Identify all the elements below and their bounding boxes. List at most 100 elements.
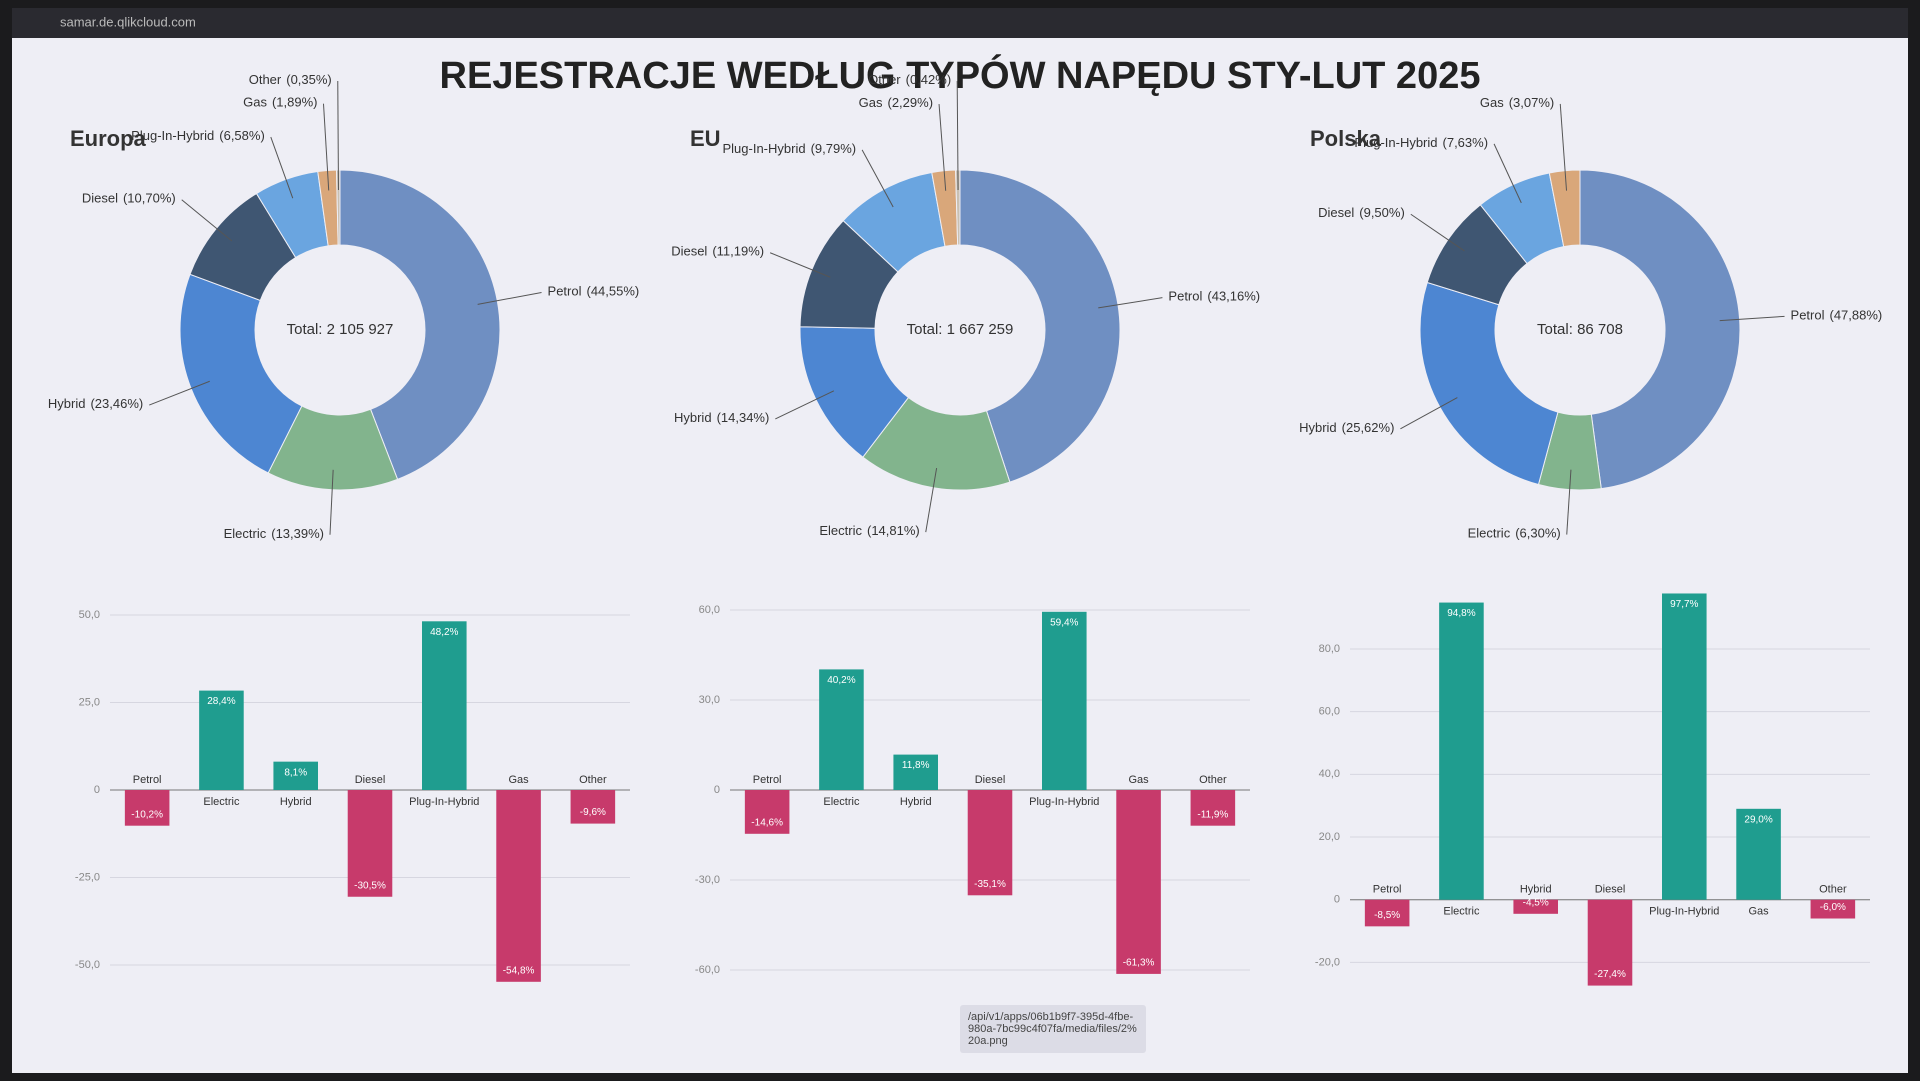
pie-slice [335,169,341,246]
value-label: -9,6% [580,807,606,818]
leader-line [938,104,947,191]
bar [347,790,393,897]
bar [1190,790,1236,826]
pie-slice [1419,281,1559,486]
x-tick-label: Petrol [133,774,162,786]
slice-category: Other [868,72,901,87]
slice-label: Electric (6,30%) [1468,526,1561,541]
slice-label: Gas (1,89%) [243,95,317,110]
value-label: 28,4% [207,696,235,707]
y-tick-label: 60,0 [1319,706,1340,718]
x-tick-label: Other [1199,774,1227,786]
x-tick-label: Gas [508,774,529,786]
bar [570,790,616,824]
bar [199,690,244,790]
y-tick-label: 40,0 [1319,768,1340,780]
y-tick-label: 30,0 [699,694,720,706]
x-tick-label: Electric [823,796,860,808]
tooltip: /api/v1/apps/06b1b9f7-395d-4fbe-980a-7bc… [960,1005,1146,1053]
value-label: -11,9% [1197,809,1228,820]
slice-category: Petrol [1168,289,1202,304]
y-tick-label: -60,0 [695,964,720,976]
y-tick-label: 0 [1334,894,1340,906]
leader-line [270,136,294,199]
value-label: 29,0% [1744,814,1772,825]
slice-value: (25,62%) [1342,420,1395,435]
slice-category: Plug-In-Hybrid [722,141,805,156]
pie-slice [339,169,501,480]
slice-category: Diesel [671,244,707,259]
value-label: -8,5% [1374,910,1400,921]
slice-value: (2,29%) [888,96,934,111]
x-tick-label: Petrol [753,774,782,786]
slice-label: Diesel (9,50%) [1318,206,1405,221]
pie-title: Polska [1310,126,1382,151]
slice-category: Gas [859,96,883,111]
bar [1042,611,1087,790]
pie-title: Europa [70,126,147,151]
value-label: -14,6% [751,817,783,828]
slice-label: Other (0,35%) [249,72,332,87]
leader-line [1559,103,1568,191]
y-tick-label: 0 [94,784,100,796]
y-tick-label: 50,0 [79,609,100,621]
leader-line [477,292,542,305]
slice-label: Electric (14,81%) [819,524,919,539]
slice-value: (10,70%) [123,191,176,206]
slice-category: Hybrid [1299,420,1337,435]
slice-label: Hybrid (14,34%) [674,410,769,425]
slice-value: (43,16%) [1207,289,1260,304]
bar [124,790,170,826]
x-tick-label: Hybrid [900,796,932,808]
y-tick-label: -25,0 [75,871,100,883]
leader-line [1493,143,1522,204]
x-tick-label: Plug-In-Hybrid [409,796,479,808]
value-label: 94,8% [1447,608,1475,619]
value-label: -61,3% [1123,958,1155,969]
x-tick-label: Gas [1128,774,1149,786]
pie-slice [179,273,303,474]
bar [496,790,541,982]
slice-label: Electric (13,39%) [224,526,324,541]
slice-label: Gas (3,07%) [1480,95,1554,110]
slice-value: (11,19%) [712,244,764,259]
slice-category: Gas [243,95,267,110]
slice-value: (47,88%) [1830,308,1883,323]
bar [1662,593,1707,900]
value-label: -27,4% [1594,969,1626,980]
x-tick-label: Hybrid [1520,884,1552,896]
bar [1587,899,1633,986]
leader-line [861,149,894,208]
slice-value: (0,35%) [286,72,332,87]
y-tick-label: 25,0 [79,696,100,708]
x-tick-label: Diesel [355,774,386,786]
bar [1116,790,1161,974]
x-tick-label: Plug-In-Hybrid [1029,796,1099,808]
slice-category: Plug-In-Hybrid [131,128,214,143]
leader-line [322,103,330,191]
slice-category: Petrol [548,284,582,299]
value-label: 59,4% [1050,617,1078,628]
slice-value: (7,63%) [1443,135,1489,150]
slice-value: (0,42%) [906,72,952,87]
leader-line [1566,469,1572,535]
page-title: REJESTRACJE WEDŁUG TYPÓW NAPĘDU STY-LUT … [440,53,1481,97]
y-tick-label: 80,0 [1319,643,1340,655]
value-label: -10,2% [131,809,163,820]
slice-category: Other [249,72,282,87]
pie-slice [955,169,961,246]
slice-category: Electric [224,526,267,541]
bar [819,669,864,790]
slice-label: Petrol (43,16%) [1168,289,1260,304]
pie-slice [1548,169,1581,248]
bar [273,761,318,790]
x-tick-label: Diesel [1595,884,1626,896]
leader-line [149,380,210,406]
value-label: -54,8% [503,965,535,976]
value-label: 8,1% [284,767,307,778]
x-tick-label: Diesel [975,774,1006,786]
url: samar.de.qlikcloud.com [60,14,196,29]
bar [1364,899,1410,927]
leader-line [1098,297,1163,309]
leader-line [337,81,339,191]
